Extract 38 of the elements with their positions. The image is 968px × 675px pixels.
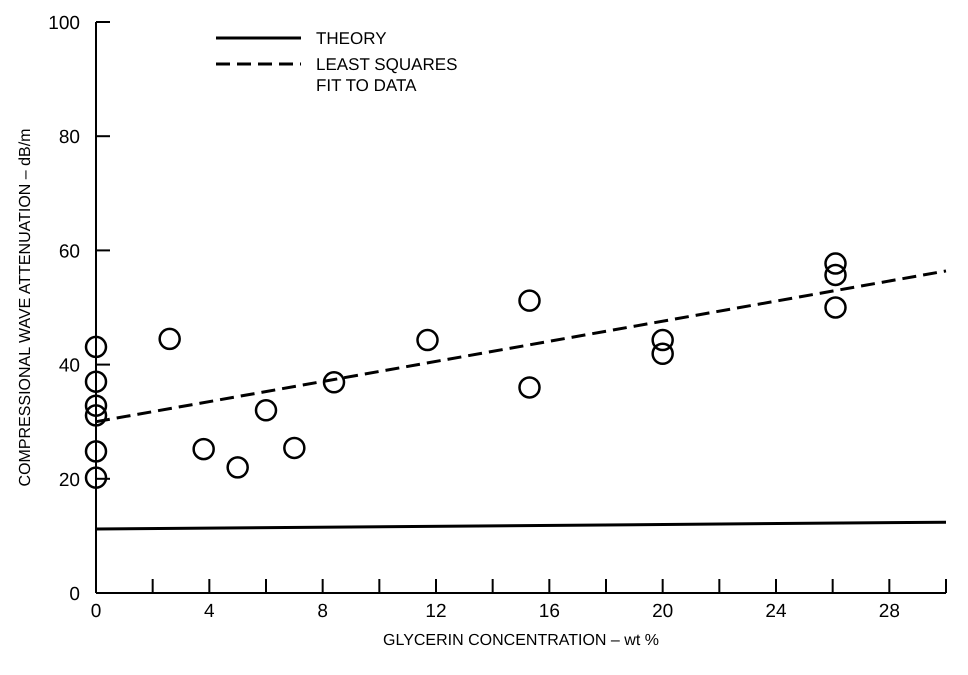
point <box>322 371 346 394</box>
x-tick-label: 8 <box>317 601 328 622</box>
point <box>84 394 108 417</box>
y-tick-label: 80 <box>58 127 80 148</box>
y-axis-title: COMPRESSIONAL WAVE ATTENUATION – dB/m <box>17 128 34 486</box>
x-tick-label: 4 <box>204 601 216 622</box>
y-tick-label: 40 <box>58 356 80 377</box>
point <box>84 336 108 358</box>
x-tick-label: 12 <box>425 601 447 622</box>
legend-label: LEAST SQUARES FIT TO DATA <box>316 55 458 95</box>
y-tick-label: 60 <box>58 241 80 262</box>
point <box>254 399 278 422</box>
y-tick-label: 100 <box>48 13 80 34</box>
x-tick-label: 16 <box>538 601 560 622</box>
point <box>651 328 674 352</box>
point <box>84 404 108 427</box>
point <box>226 456 249 479</box>
point <box>824 296 847 319</box>
point <box>416 328 439 352</box>
point <box>824 264 847 286</box>
point <box>84 466 108 489</box>
point <box>651 342 674 365</box>
point <box>518 376 541 399</box>
x-tick-label: 0 <box>90 601 102 622</box>
x-axis-title: GLYCERIN CONCENTRATION – wt % <box>383 632 659 649</box>
legend-label: THEORY <box>316 29 387 48</box>
point <box>84 440 108 463</box>
point <box>518 289 541 312</box>
x-tick-label: 20 <box>652 601 674 622</box>
point <box>84 370 108 393</box>
y-tick-label: 20 <box>58 470 80 491</box>
x-tick-label: 24 <box>765 601 787 622</box>
point <box>158 328 181 350</box>
point <box>192 438 215 460</box>
point <box>824 252 847 275</box>
x-tick-label: 28 <box>878 601 900 622</box>
y-tick-label: 0 <box>69 584 80 605</box>
point <box>283 436 306 460</box>
